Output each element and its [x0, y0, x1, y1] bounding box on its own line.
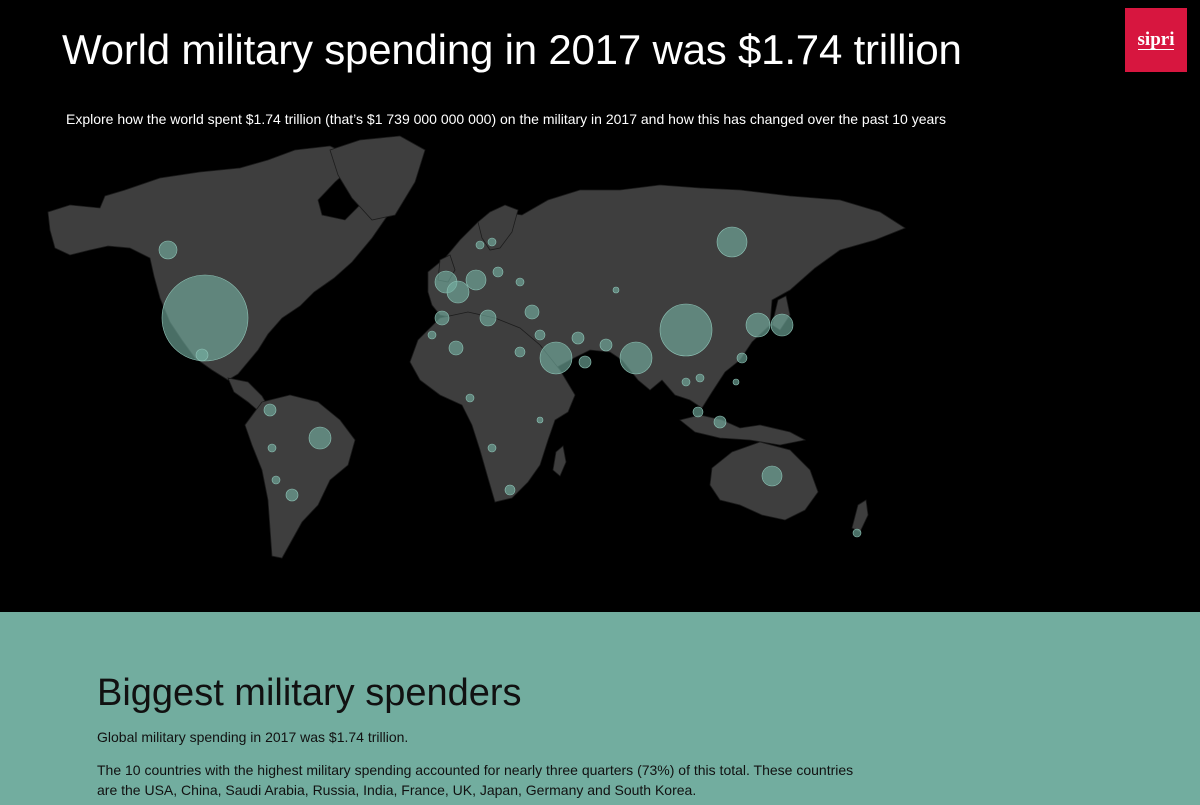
bubble-philippines[interactable]: [732, 378, 740, 386]
biggest-spenders-section: Biggest military spenders Global militar…: [0, 612, 1200, 805]
bubble-germany[interactable]: [465, 269, 487, 291]
new-zealand: [851, 499, 869, 533]
bubble-argentina[interactable]: [285, 488, 299, 502]
bubble-russia[interactable]: [716, 226, 748, 258]
bubble-norway[interactable]: [475, 240, 485, 250]
bubble-brazil[interactable]: [308, 426, 332, 450]
bubble-south-africa[interactable]: [504, 484, 516, 496]
bubble-angola[interactable]: [487, 443, 497, 453]
bubble-morocco[interactable]: [427, 330, 437, 340]
bubble-kenya[interactable]: [536, 416, 544, 424]
greenland: [329, 135, 426, 221]
bubble-nigeria[interactable]: [465, 393, 475, 403]
bubble-pakistan[interactable]: [599, 338, 613, 352]
bubble-mexico[interactable]: [195, 348, 209, 362]
sipri-logo-text: sipri: [1137, 28, 1175, 50]
bubble-indonesia[interactable]: [713, 415, 727, 429]
bubble-china[interactable]: [659, 303, 713, 357]
bubble-singapore[interactable]: [692, 406, 704, 418]
south-america: [244, 394, 356, 559]
madagascar: [552, 445, 567, 477]
bubble-turkey[interactable]: [524, 304, 540, 320]
section-title: Biggest military spenders: [97, 672, 522, 714]
bubble-vietnam[interactable]: [695, 373, 705, 383]
bubble-canada[interactable]: [158, 240, 178, 260]
bubble-saudi-arabia[interactable]: [539, 341, 573, 375]
bubble-italy[interactable]: [479, 309, 497, 327]
africa: [409, 311, 576, 503]
bubble-algeria[interactable]: [448, 340, 464, 356]
bubble-uae[interactable]: [578, 355, 592, 369]
section-paragraph-2: The 10 countries with the highest milita…: [97, 762, 854, 798]
bubble-taiwan[interactable]: [736, 352, 748, 364]
bubble-poland[interactable]: [492, 266, 504, 278]
world-map[interactable]: [0, 0, 1200, 612]
bubble-colombia[interactable]: [263, 403, 277, 417]
bubble-south-korea[interactable]: [745, 312, 771, 338]
bubble-iran[interactable]: [571, 331, 585, 345]
bubble-thailand[interactable]: [681, 377, 691, 387]
bubble-usa[interactable]: [161, 274, 249, 362]
bubble-israel[interactable]: [534, 329, 546, 341]
bubble-india[interactable]: [619, 341, 653, 375]
indonesia: [679, 414, 807, 446]
bubble-japan[interactable]: [770, 313, 794, 337]
bubble-peru[interactable]: [267, 443, 277, 453]
scandinavia: [477, 204, 519, 251]
spending-bubbles[interactable]: [158, 226, 862, 538]
bubble-egypt[interactable]: [514, 346, 526, 358]
bubble-sweden[interactable]: [487, 237, 497, 247]
north-america: [47, 145, 391, 381]
hero-section: World military spending in 2017 was $1.7…: [0, 0, 1200, 612]
bubble-kazakhstan[interactable]: [612, 286, 620, 294]
bubble-spain[interactable]: [434, 310, 450, 326]
bubble-new-zealand[interactable]: [852, 528, 862, 538]
page-subtitle: Explore how the world spent $1.74 trilli…: [66, 111, 946, 127]
sipri-logo[interactable]: sipri: [1125, 8, 1187, 72]
bubble-australia[interactable]: [761, 465, 783, 487]
bubble-chile[interactable]: [271, 475, 281, 485]
section-paragraph-1: Global military spending in 2017 was $1.…: [97, 729, 409, 745]
bubble-france[interactable]: [446, 280, 470, 304]
page-title: World military spending in 2017 was $1.7…: [62, 26, 962, 73]
bubble-ukraine[interactable]: [515, 277, 525, 287]
